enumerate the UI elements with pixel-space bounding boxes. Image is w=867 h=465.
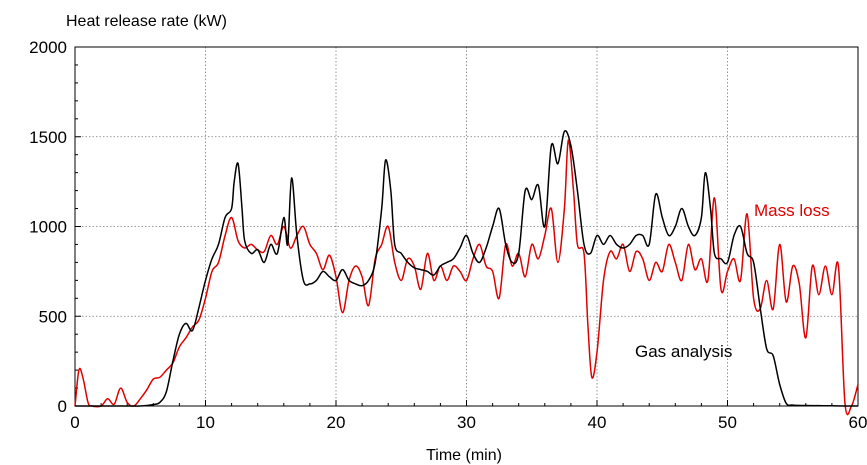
y-tick-label: 0 <box>58 397 67 416</box>
x-tick-label: 50 <box>718 413 737 432</box>
x-tick-label: 60 <box>849 413 867 432</box>
x-tick-label: 10 <box>196 413 215 432</box>
x-tick-label: 30 <box>457 413 476 432</box>
y-tick-label: 500 <box>39 307 67 326</box>
series-lines <box>74 130 859 416</box>
y-tick-label: 1000 <box>29 218 67 237</box>
gas-analysis-label: Gas analysis <box>635 342 732 361</box>
x-tick-label: 0 <box>70 413 79 432</box>
y-tick-label: 2000 <box>29 38 67 57</box>
x-axis-label: Time (min) <box>426 447 502 464</box>
plot-frame <box>74 46 859 407</box>
y-axis-label: Heat release rate (kW) <box>66 13 227 30</box>
grid <box>75 47 858 406</box>
x-tick-label: 40 <box>588 413 607 432</box>
gas-analysis-line <box>75 130 858 407</box>
mass-loss-line <box>74 139 859 416</box>
mass-loss-label: Mass loss <box>754 201 830 220</box>
y-tick-label: 1500 <box>29 128 67 147</box>
x-tick-label: 20 <box>327 413 346 432</box>
axes: 0 10 20 30 40 50 60 0 500 1000 1500 2000 <box>29 38 867 432</box>
